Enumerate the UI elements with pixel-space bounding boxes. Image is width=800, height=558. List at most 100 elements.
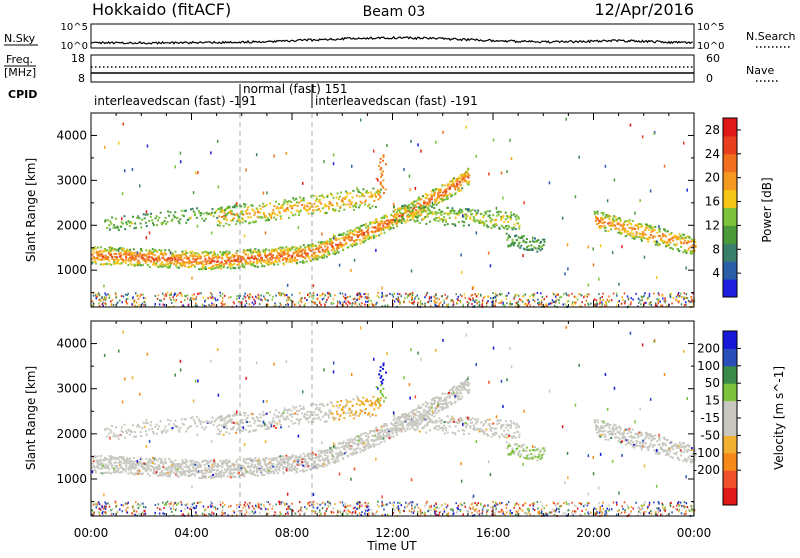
power-cell [646,227,648,229]
velocity-cell [157,468,159,470]
power-cell [424,202,426,204]
power-cell [210,251,212,253]
power-cell [510,301,512,303]
power-cell [641,233,643,235]
power-cell [150,213,152,215]
power-cell [508,292,510,294]
power-cell [465,218,467,220]
power-cbar-swatch [723,261,737,279]
power-cell [326,196,328,198]
power-cell [233,217,235,219]
power-cell [107,219,109,221]
power-cell [680,246,682,248]
power-cell [313,301,315,303]
power-cell [447,207,449,209]
nsky-panel: N.Sky 10^5 10^0 10^5 10^0 N.Search [4,22,796,52]
power-cell [382,294,384,296]
power-cell [183,261,185,263]
power-cell [122,301,124,303]
power-cell [142,264,144,266]
power-cell [472,299,474,301]
power-cell [659,231,661,233]
power-cell [105,255,107,257]
power-cell [215,256,217,258]
power-cell [581,301,583,303]
power-cell [640,303,642,305]
power-cell [435,219,437,221]
power-cell [264,259,266,261]
power-cell [605,165,607,168]
velocity-cell [191,460,193,462]
power-cell [441,211,443,213]
power-cell [567,243,569,246]
power-cell [213,304,215,306]
power-cell [317,205,319,207]
velocity-cell [304,470,306,472]
power-scatter [91,118,697,308]
power-cell [138,217,140,219]
power-cell [291,261,293,263]
power-cell [656,232,658,234]
velocity-cell [264,468,266,470]
power-cell [191,261,193,263]
power-cell [249,213,251,215]
power-cell [664,241,666,243]
power-cbar-swatch [723,136,737,154]
power-cell [313,284,315,287]
power-cell [155,217,157,219]
power-cell [478,220,480,222]
power-cell [638,298,640,300]
power-cell [463,221,465,223]
power-cell [146,236,148,239]
power-cell [139,296,141,298]
power-cell [404,205,406,207]
power-cell [196,217,198,219]
power-cell [257,266,259,268]
power-cell [222,300,224,302]
power-cell [432,213,434,215]
power-cell [167,263,169,265]
power-cell [196,258,198,260]
velocity-cell [380,441,382,443]
power-cbar-swatch [723,279,737,297]
power-cell [230,220,232,222]
power-cell [618,232,620,234]
power-cell [113,227,115,229]
power-cell [385,305,387,307]
velocity-cell [289,457,291,459]
power-cell [641,299,643,301]
velocity-cell [132,461,134,463]
velocity-cell [194,475,196,477]
power-cell [221,207,223,209]
power-cell [394,300,396,302]
power-cell [352,196,354,198]
power-cell [382,222,384,224]
power-cell [257,209,259,211]
power-cell [232,206,234,208]
power-cell [173,299,175,301]
power-cell [252,296,254,298]
power-cell [577,299,579,301]
velocity-cell [234,464,236,466]
power-cell [541,301,543,303]
power-cell [493,139,495,142]
velocity-cell [219,465,221,467]
power-cell [610,228,612,230]
power-cell [420,150,422,153]
power-cell [232,264,234,266]
power-cell [624,228,626,230]
power-cell [164,249,166,251]
power-cell [145,304,147,306]
power-cell [318,245,320,247]
power-cell [204,305,206,307]
power-cell [431,300,433,302]
power-cell [370,191,372,193]
power-cell [574,296,576,298]
power-cell [149,266,151,268]
power-cell [143,304,145,306]
velocity-cell [348,443,350,445]
power-cell [241,213,243,215]
power-cell [210,151,212,154]
cpid-segment-1: interleavedscan (fast) -191 [94,94,257,108]
